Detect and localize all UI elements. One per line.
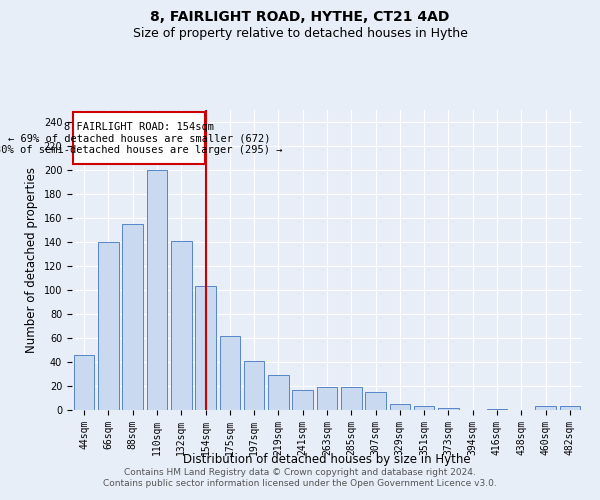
Y-axis label: Number of detached properties: Number of detached properties bbox=[25, 167, 38, 353]
Bar bbox=[317, 387, 337, 410]
Bar bbox=[292, 390, 313, 410]
Bar bbox=[195, 286, 216, 410]
Bar bbox=[268, 375, 289, 410]
Bar bbox=[244, 361, 265, 410]
Bar bbox=[220, 336, 240, 410]
Bar bbox=[171, 241, 191, 410]
Bar bbox=[487, 409, 508, 410]
Bar bbox=[122, 224, 143, 410]
Bar bbox=[146, 170, 167, 410]
Text: 8, FAIRLIGHT ROAD, HYTHE, CT21 4AD: 8, FAIRLIGHT ROAD, HYTHE, CT21 4AD bbox=[151, 10, 449, 24]
Bar bbox=[560, 406, 580, 410]
Text: Contains HM Land Registry data © Crown copyright and database right 2024.
Contai: Contains HM Land Registry data © Crown c… bbox=[103, 468, 497, 487]
Text: Size of property relative to detached houses in Hythe: Size of property relative to detached ho… bbox=[133, 28, 467, 40]
Bar bbox=[389, 404, 410, 410]
Bar bbox=[341, 387, 362, 410]
Bar bbox=[414, 406, 434, 410]
Bar bbox=[74, 355, 94, 410]
Bar bbox=[535, 406, 556, 410]
Text: 8 FAIRLIGHT ROAD: 154sqm
← 69% of detached houses are smaller (672)
30% of semi-: 8 FAIRLIGHT ROAD: 154sqm ← 69% of detach… bbox=[0, 122, 283, 155]
Text: Distribution of detached houses by size in Hythe: Distribution of detached houses by size … bbox=[183, 452, 471, 466]
Bar bbox=[365, 392, 386, 410]
Bar bbox=[438, 408, 459, 410]
Bar bbox=[98, 242, 119, 410]
